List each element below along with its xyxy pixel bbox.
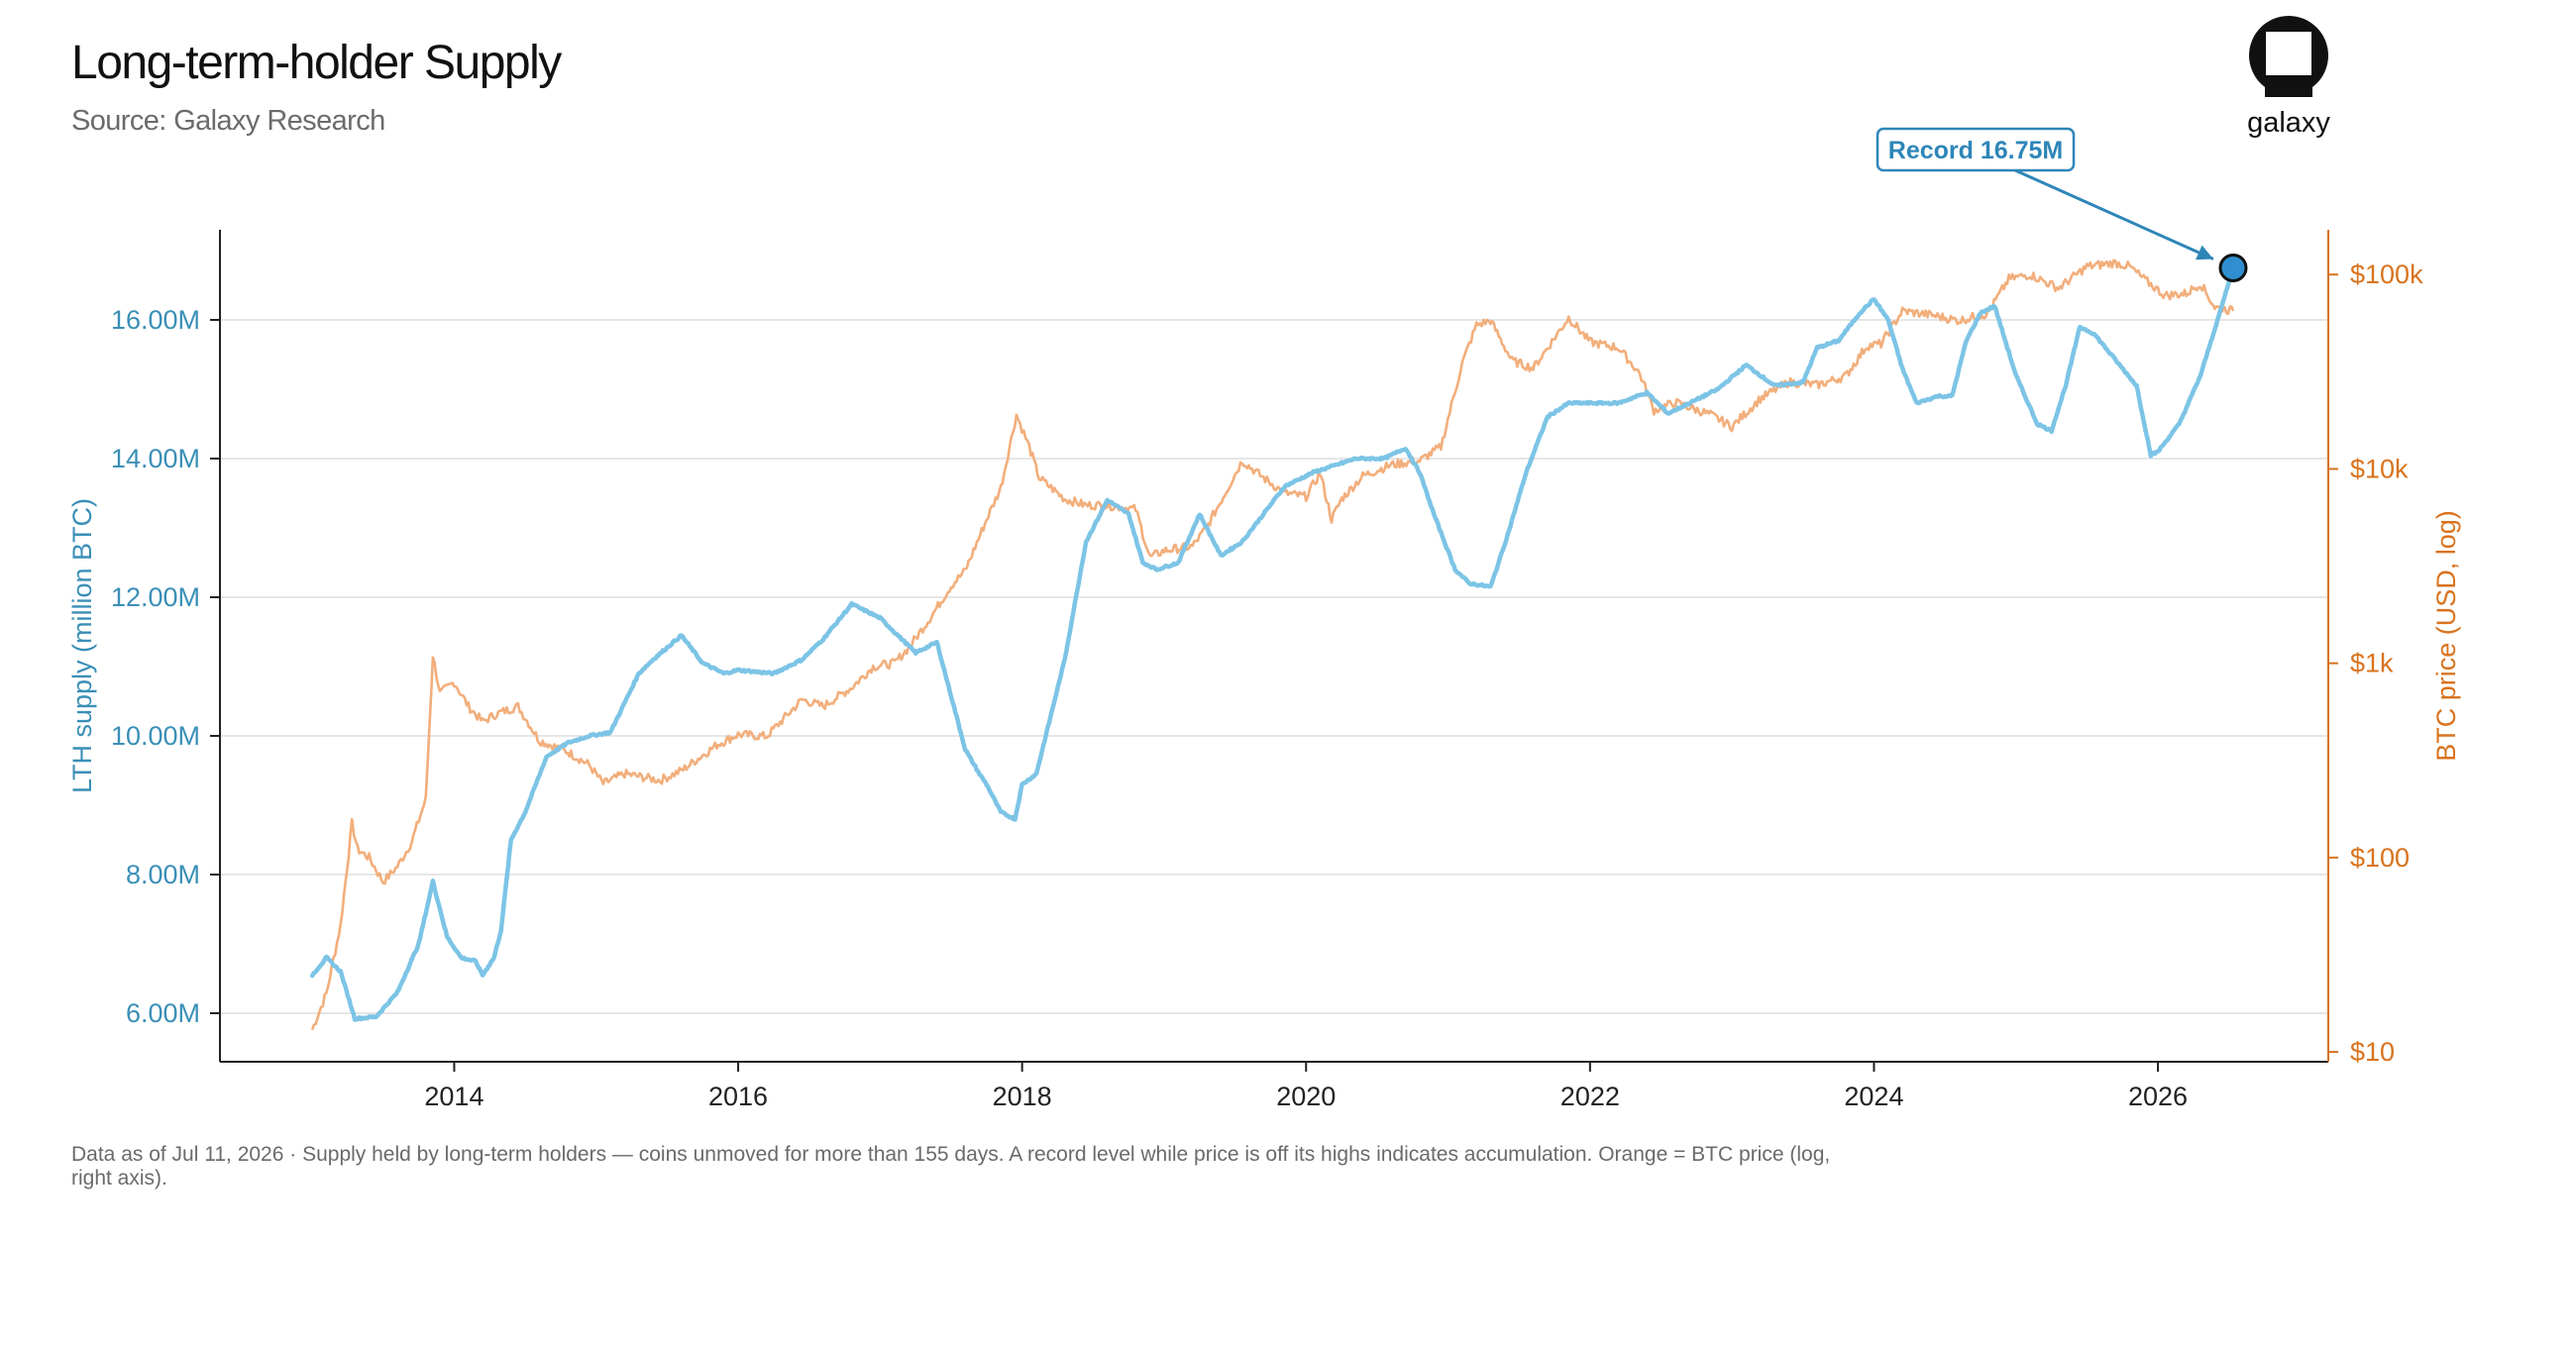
y-left-tick-label: 10.00M	[111, 721, 200, 751]
x-tick-label: 2014	[424, 1082, 483, 1111]
y-left-tick-label: 16.00M	[111, 305, 200, 335]
axes-layer: 6.00M 8.00M 10.00M 12.00M 14.00M 16.00M $10 $10…	[67, 230, 2461, 1111]
y-right-tick-label: $100	[2350, 843, 2410, 873]
record-annotation-arrowhead	[2196, 245, 2213, 260]
x-tick-label: 2018	[993, 1082, 1052, 1111]
x-tick-label: 2022	[1560, 1082, 1620, 1111]
annotation-layer: Record 16.75M	[1876, 127, 2248, 282]
record-annotation-arrow	[2014, 168, 2214, 260]
chart-subtitle: Source: Galaxy Research	[71, 105, 385, 137]
record-point-marker	[2218, 254, 2248, 282]
lth-supply-chart: 6.00M 8.00M 10.00M 12.00M 14.00M 16.00M $10 $10…	[67, 127, 2461, 1111]
galaxy-logo: galaxy	[2241, 12, 2336, 143]
y-right-axis-label: BTC price (USD, log)	[2431, 510, 2461, 762]
grid-layer	[220, 319, 2328, 1014]
y-right-tick-label: $1k	[2350, 649, 2394, 678]
y-left-tick-label: 14.00M	[111, 444, 200, 473]
series-layer	[309, 259, 2236, 1031]
btc-price-line	[310, 259, 2235, 1031]
y-left-axis-label: LTH supply (million BTC)	[67, 498, 97, 793]
lth-supply-line	[309, 265, 2236, 1022]
y-left-tick-label: 6.00M	[126, 998, 200, 1028]
x-tick-label: 2016	[708, 1082, 768, 1111]
chart-title: Long-term-holder Supply	[71, 37, 562, 89]
x-tick-label: 2024	[1844, 1082, 1903, 1111]
y-left-tick-label: 12.00M	[111, 582, 200, 612]
y-left-tick-label: 8.00M	[126, 860, 200, 889]
x-tick-label: 2020	[1276, 1082, 1336, 1111]
record-annotation-label: Record 16.75M	[1888, 137, 2063, 164]
footnote: Data as of Jul 11, 2026 · Supply held by…	[71, 1143, 1831, 1190]
y-right-tick-label: $10k	[2350, 454, 2409, 483]
record-annotation-box	[1876, 127, 2076, 172]
galaxy-logo-text: galaxy	[2247, 107, 2330, 139]
galaxy-logo-icon	[2249, 16, 2328, 97]
x-tick-label: 2026	[2128, 1082, 2188, 1111]
y-right-tick-label: $100k	[2350, 259, 2423, 289]
y-right-tick-label: $10	[2350, 1037, 2395, 1067]
